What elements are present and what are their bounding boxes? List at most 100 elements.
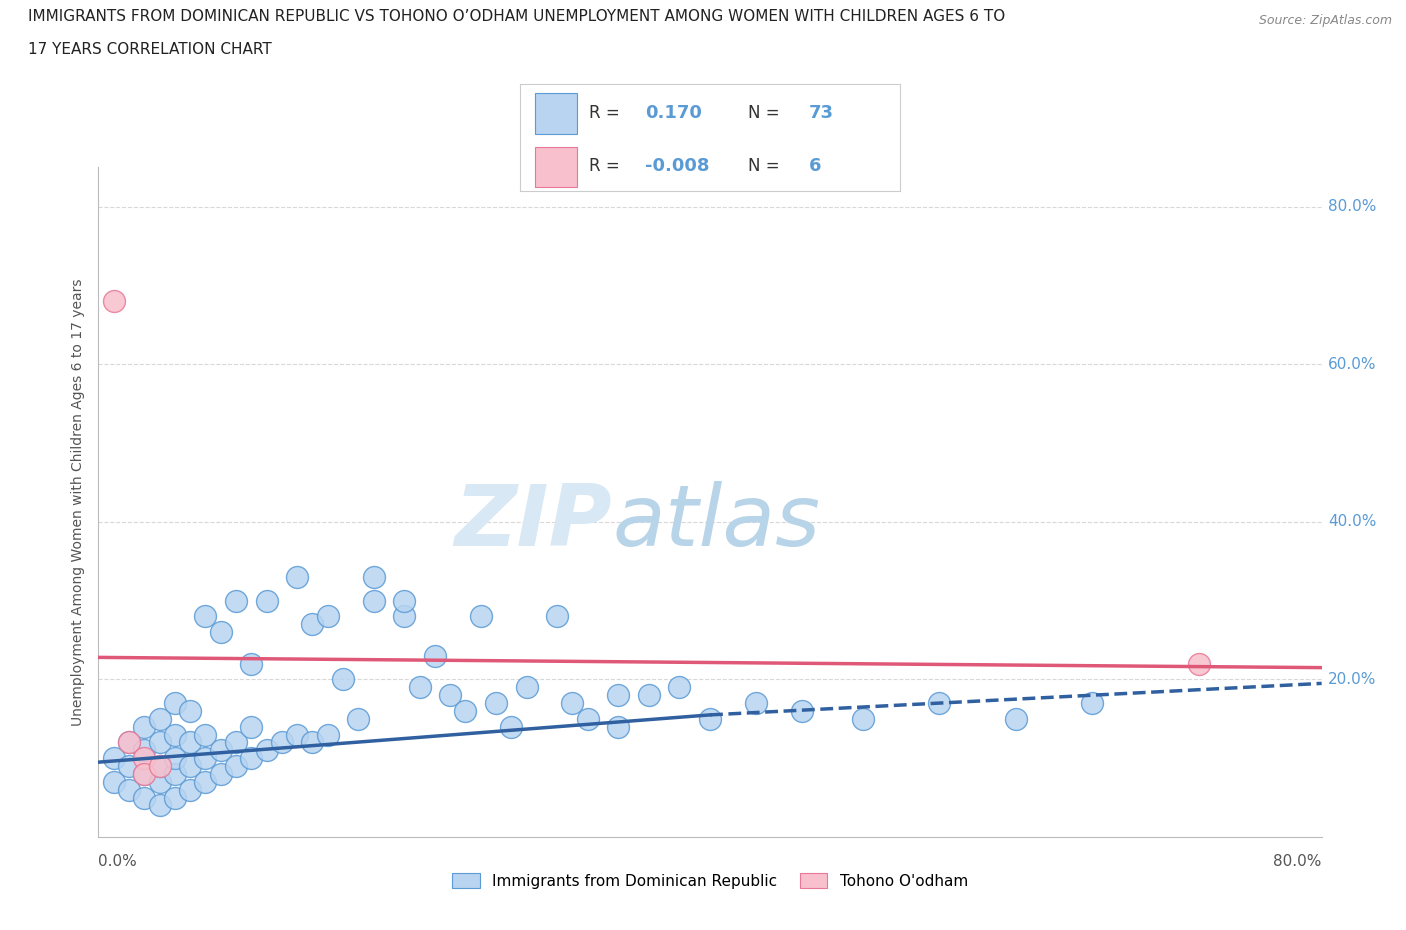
Point — [163, 790, 186, 805]
Text: R =: R = — [589, 103, 624, 122]
Bar — [536, 93, 578, 134]
Point — [209, 625, 232, 640]
Point — [118, 735, 141, 750]
Text: N =: N = — [748, 103, 785, 122]
Point — [103, 294, 125, 309]
Text: atlas: atlas — [612, 481, 820, 564]
Point — [240, 719, 263, 734]
Point — [149, 759, 172, 774]
Point — [209, 743, 232, 758]
Point — [118, 735, 141, 750]
Point — [790, 703, 813, 718]
Point — [852, 711, 875, 726]
Point — [179, 782, 201, 797]
Point — [179, 735, 201, 750]
Point — [149, 798, 172, 813]
Point — [134, 766, 156, 781]
Point — [134, 719, 156, 734]
Text: 60.0%: 60.0% — [1327, 357, 1376, 372]
Point — [607, 719, 630, 734]
Point — [454, 703, 477, 718]
Point — [607, 688, 630, 703]
Text: 20.0%: 20.0% — [1327, 672, 1376, 687]
Text: IMMIGRANTS FROM DOMINICAN REPUBLIC VS TOHONO O’ODHAM UNEMPLOYMENT AMONG WOMEN WI: IMMIGRANTS FROM DOMINICAN REPUBLIC VS TO… — [28, 9, 1005, 24]
Point — [439, 688, 461, 703]
Point — [699, 711, 721, 726]
Text: N =: N = — [748, 157, 785, 175]
Point — [316, 609, 339, 624]
Point — [194, 727, 217, 742]
Text: 40.0%: 40.0% — [1327, 514, 1376, 529]
Point — [301, 735, 323, 750]
Point — [134, 743, 156, 758]
Text: Source: ZipAtlas.com: Source: ZipAtlas.com — [1258, 14, 1392, 27]
Point — [149, 775, 172, 790]
Point — [163, 751, 186, 765]
Point — [301, 617, 323, 631]
Point — [485, 696, 508, 711]
Point — [1188, 657, 1211, 671]
Point — [194, 775, 217, 790]
Point — [209, 766, 232, 781]
Point — [179, 759, 201, 774]
Point — [501, 719, 523, 734]
Text: 73: 73 — [808, 103, 834, 122]
Point — [240, 657, 263, 671]
Point — [285, 569, 308, 584]
Point — [118, 759, 141, 774]
Bar — [536, 147, 578, 188]
Point — [179, 703, 201, 718]
Point — [103, 751, 125, 765]
Point — [392, 609, 416, 624]
Text: 0.170: 0.170 — [645, 103, 703, 122]
Y-axis label: Unemployment Among Women with Children Ages 6 to 17 years: Unemployment Among Women with Children A… — [72, 278, 86, 726]
Text: 80.0%: 80.0% — [1327, 199, 1376, 214]
Point — [576, 711, 599, 726]
Point — [225, 735, 247, 750]
Point — [423, 648, 446, 663]
Point — [745, 696, 768, 711]
Point — [332, 672, 354, 687]
Point — [103, 775, 125, 790]
Text: ZIP: ZIP — [454, 481, 612, 564]
Point — [1081, 696, 1104, 711]
Point — [225, 593, 247, 608]
Text: R =: R = — [589, 157, 624, 175]
Point — [194, 751, 217, 765]
Point — [408, 680, 430, 695]
Point — [163, 727, 186, 742]
Point — [668, 680, 690, 695]
Point — [546, 609, 568, 624]
Text: 0.0%: 0.0% — [98, 854, 138, 869]
Point — [149, 759, 172, 774]
Point — [363, 569, 385, 584]
Point — [118, 782, 141, 797]
Point — [285, 727, 308, 742]
Point — [163, 766, 186, 781]
Text: -0.008: -0.008 — [645, 157, 710, 175]
Point — [134, 790, 156, 805]
Point — [363, 593, 385, 608]
Point — [516, 680, 538, 695]
Point — [347, 711, 370, 726]
Point — [270, 735, 292, 750]
Legend: Immigrants from Dominican Republic, Tohono O'odham: Immigrants from Dominican Republic, Toho… — [444, 865, 976, 897]
Text: 17 YEARS CORRELATION CHART: 17 YEARS CORRELATION CHART — [28, 42, 271, 57]
Point — [561, 696, 583, 711]
Point — [134, 751, 156, 765]
Point — [163, 696, 186, 711]
Text: 6: 6 — [808, 157, 821, 175]
Point — [149, 735, 172, 750]
Point — [1004, 711, 1026, 726]
Point — [928, 696, 950, 711]
Point — [470, 609, 492, 624]
Point — [637, 688, 661, 703]
Point — [149, 711, 172, 726]
Point — [316, 727, 339, 742]
Point — [256, 593, 278, 608]
Point — [134, 766, 156, 781]
Point — [225, 759, 247, 774]
Text: 80.0%: 80.0% — [1274, 854, 1322, 869]
Point — [194, 609, 217, 624]
Point — [256, 743, 278, 758]
